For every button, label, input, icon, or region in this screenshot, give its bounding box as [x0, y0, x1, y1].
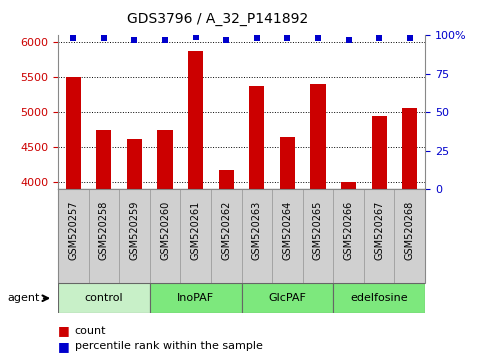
Text: count: count [75, 326, 106, 336]
Bar [280, 137, 295, 354]
Bar [119, 189, 150, 283]
Point [375, 36, 383, 41]
Text: GlcPAF: GlcPAF [269, 293, 306, 303]
Point [130, 37, 138, 43]
Text: control: control [85, 293, 123, 303]
Text: GSM520260: GSM520260 [160, 201, 170, 260]
Bar [188, 51, 203, 354]
Point [222, 37, 230, 43]
Text: edelfosine: edelfosine [350, 293, 408, 303]
Bar [58, 189, 88, 283]
Bar [371, 116, 387, 354]
Text: GSM520262: GSM520262 [221, 201, 231, 260]
Bar [402, 108, 417, 354]
Text: GDS3796 / A_32_P141892: GDS3796 / A_32_P141892 [127, 12, 308, 27]
Text: GSM520265: GSM520265 [313, 201, 323, 260]
Bar [242, 283, 333, 313]
Point [314, 36, 322, 41]
Text: GSM520264: GSM520264 [283, 201, 292, 260]
Text: percentile rank within the sample: percentile rank within the sample [75, 341, 263, 351]
Bar [242, 189, 272, 283]
Text: InoPAF: InoPAF [177, 293, 214, 303]
Text: GSM520259: GSM520259 [129, 201, 140, 260]
Bar [58, 283, 150, 313]
Text: GSM520266: GSM520266 [343, 201, 354, 260]
Point [345, 37, 353, 43]
Bar [395, 189, 425, 283]
Text: GSM520268: GSM520268 [405, 201, 415, 260]
Bar [333, 283, 425, 313]
Bar [150, 189, 180, 283]
Text: ■: ■ [58, 340, 70, 353]
Point [100, 36, 108, 41]
Text: GSM520257: GSM520257 [68, 201, 78, 260]
Point [192, 34, 199, 40]
Text: GSM520261: GSM520261 [191, 201, 200, 260]
Point [253, 36, 261, 41]
Text: ■: ■ [58, 325, 70, 337]
Text: GSM520267: GSM520267 [374, 201, 384, 260]
Text: GSM520258: GSM520258 [99, 201, 109, 260]
Bar [88, 189, 119, 283]
Bar [364, 189, 395, 283]
Bar [341, 182, 356, 354]
Point [70, 36, 77, 41]
Bar [249, 86, 265, 354]
Bar [127, 139, 142, 354]
Bar [272, 189, 303, 283]
Bar [303, 189, 333, 283]
Bar [66, 78, 81, 354]
Text: GSM520263: GSM520263 [252, 201, 262, 260]
Text: agent: agent [7, 293, 40, 303]
Bar [333, 189, 364, 283]
Point [406, 36, 413, 41]
Bar [219, 170, 234, 354]
Bar [180, 189, 211, 283]
Bar [211, 189, 242, 283]
Bar [150, 283, 242, 313]
Point [161, 37, 169, 43]
Bar [311, 84, 326, 354]
Bar [157, 130, 173, 354]
Bar [96, 130, 112, 354]
Point [284, 36, 291, 41]
